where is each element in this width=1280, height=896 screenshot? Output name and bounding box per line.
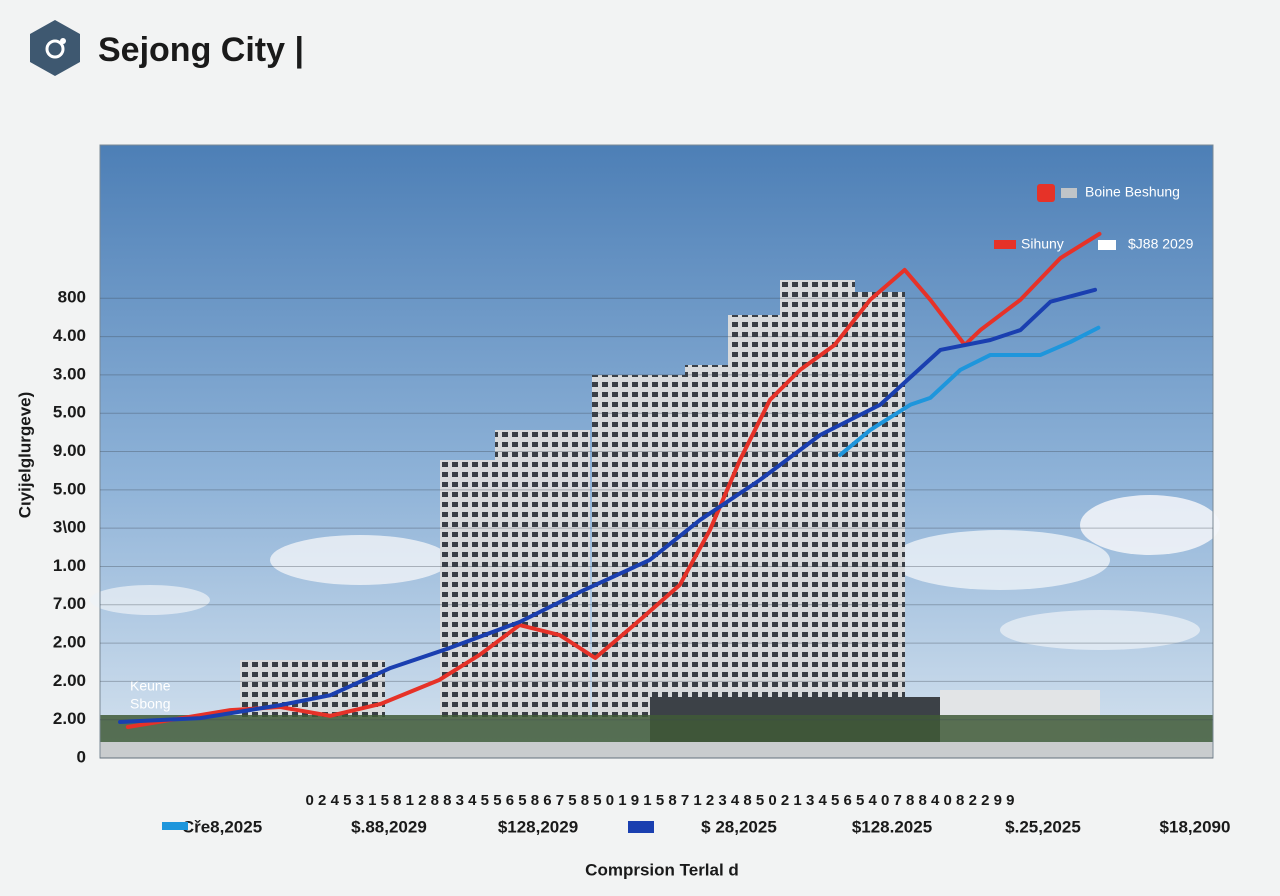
page-title: Sejong City | bbox=[98, 31, 304, 69]
y-tick-label: 5.00 bbox=[53, 403, 86, 422]
y-tick-label: 5.00 bbox=[53, 479, 86, 498]
photo-background bbox=[90, 145, 1220, 758]
swatch bbox=[628, 821, 654, 833]
data-line bbox=[838, 325, 1101, 457]
x-digit-row: 0 2 4 5 3 1 5 8 1 2 8 8 3 4 5 5 6 5 8 6 … bbox=[306, 792, 1015, 809]
data-line bbox=[118, 287, 1098, 724]
y-tick-label: 3.00 bbox=[53, 364, 86, 383]
y-tick-label: 0 bbox=[77, 747, 86, 766]
legend-label: Boine Beshung bbox=[1085, 184, 1180, 200]
period-label: $.88,2029 bbox=[351, 817, 427, 836]
annotation: Keune bbox=[130, 678, 171, 694]
data-line bbox=[125, 231, 1102, 729]
y-tick-label: 1.00 bbox=[53, 556, 86, 575]
annotation: Sbong bbox=[130, 696, 170, 712]
logo-dot bbox=[60, 38, 66, 44]
y-tick-label: 2.00 bbox=[53, 633, 86, 652]
plot-frame bbox=[99, 144, 1214, 759]
period-label: $.25,2025 bbox=[1005, 817, 1081, 836]
logo-mark bbox=[45, 39, 65, 59]
legend-label: Sihuny bbox=[1021, 236, 1064, 252]
legend-swatch bbox=[994, 240, 1016, 249]
y-tick-label: 2.00 bbox=[53, 671, 86, 690]
legend-swatch bbox=[1098, 240, 1116, 250]
logo bbox=[30, 20, 80, 76]
y-tick-label: 7.00 bbox=[53, 594, 86, 613]
y-tick-label: 3\00 bbox=[53, 518, 86, 537]
x-axis-label: Comprsion Terlal d bbox=[585, 860, 739, 879]
period-label: $128,2029 bbox=[498, 817, 578, 836]
y-tick-label: 800 bbox=[58, 288, 86, 307]
period-label: $ 28,2025 bbox=[701, 817, 777, 836]
period-label: $18,2090 bbox=[1160, 817, 1231, 836]
period-label: $128.2025 bbox=[852, 817, 932, 836]
swatch bbox=[162, 822, 188, 830]
period-label: Cře8,2025 bbox=[182, 817, 262, 836]
legend-icon bbox=[1037, 184, 1055, 202]
y-axis-label: Cιyijelglurgeve) bbox=[15, 392, 34, 519]
y-tick-label: 4.00 bbox=[53, 326, 86, 345]
y-tick-label: 2.00 bbox=[53, 709, 86, 728]
legend-label: $J88 2029 bbox=[1128, 236, 1194, 252]
y-tick-label: 9.00 bbox=[53, 441, 86, 460]
legend-swatch bbox=[1061, 188, 1077, 198]
